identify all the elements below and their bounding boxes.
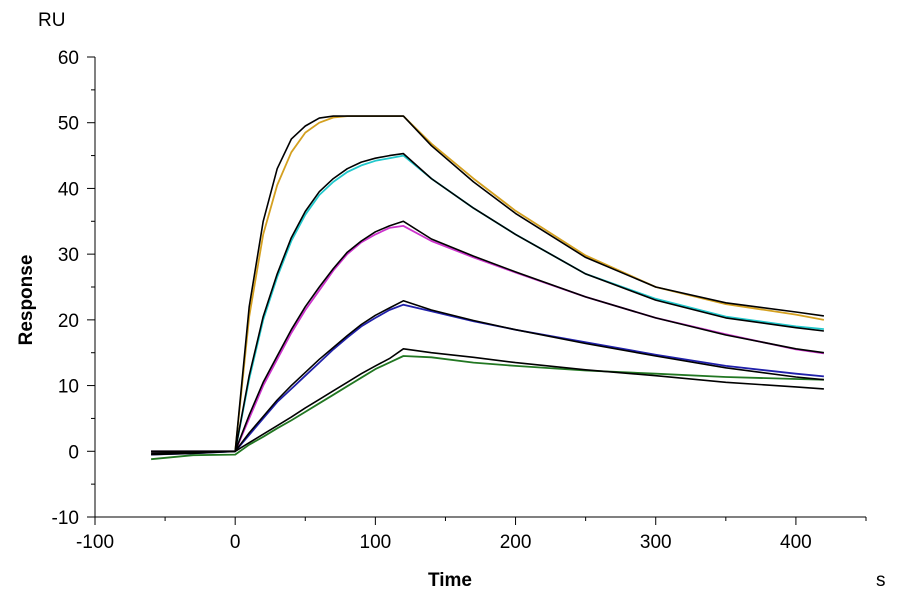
series-layer	[151, 115, 825, 461]
y-unit-label: RU	[38, 10, 65, 31]
x-tick-label: -100	[76, 532, 114, 553]
fit-curve-6	[151, 152, 824, 453]
x-tick-label: 400	[780, 532, 812, 553]
axes	[94, 57, 866, 518]
x-tick-label: 0	[230, 532, 241, 553]
x-axis-title: Time	[428, 570, 472, 591]
fit-curve-8	[151, 300, 824, 456]
response-curve-2	[151, 225, 825, 453]
x-tick-label: 300	[640, 532, 672, 553]
response-curve-0	[151, 115, 825, 453]
y-tick-label: -10	[52, 508, 79, 529]
response-curve-3	[151, 303, 824, 456]
fit-curve-7	[151, 220, 825, 453]
tick-marks	[87, 56, 867, 525]
y-tick-label: 60	[58, 48, 79, 69]
fit-curve-9	[151, 348, 824, 455]
y-tick-label: 40	[58, 179, 79, 200]
fit-curve-5	[151, 115, 825, 453]
x-tick-label: 100	[360, 532, 392, 553]
y-tick-label: 20	[58, 311, 79, 332]
y-tick-label: 0	[68, 442, 79, 463]
x-tick-label: 200	[500, 532, 532, 553]
x-unit-label: s	[876, 570, 886, 591]
y-tick-label: 30	[58, 245, 79, 266]
y-tick-label: 50	[58, 114, 79, 135]
y-tick-label: 10	[58, 377, 79, 398]
y-axis-title: Response	[16, 255, 37, 346]
